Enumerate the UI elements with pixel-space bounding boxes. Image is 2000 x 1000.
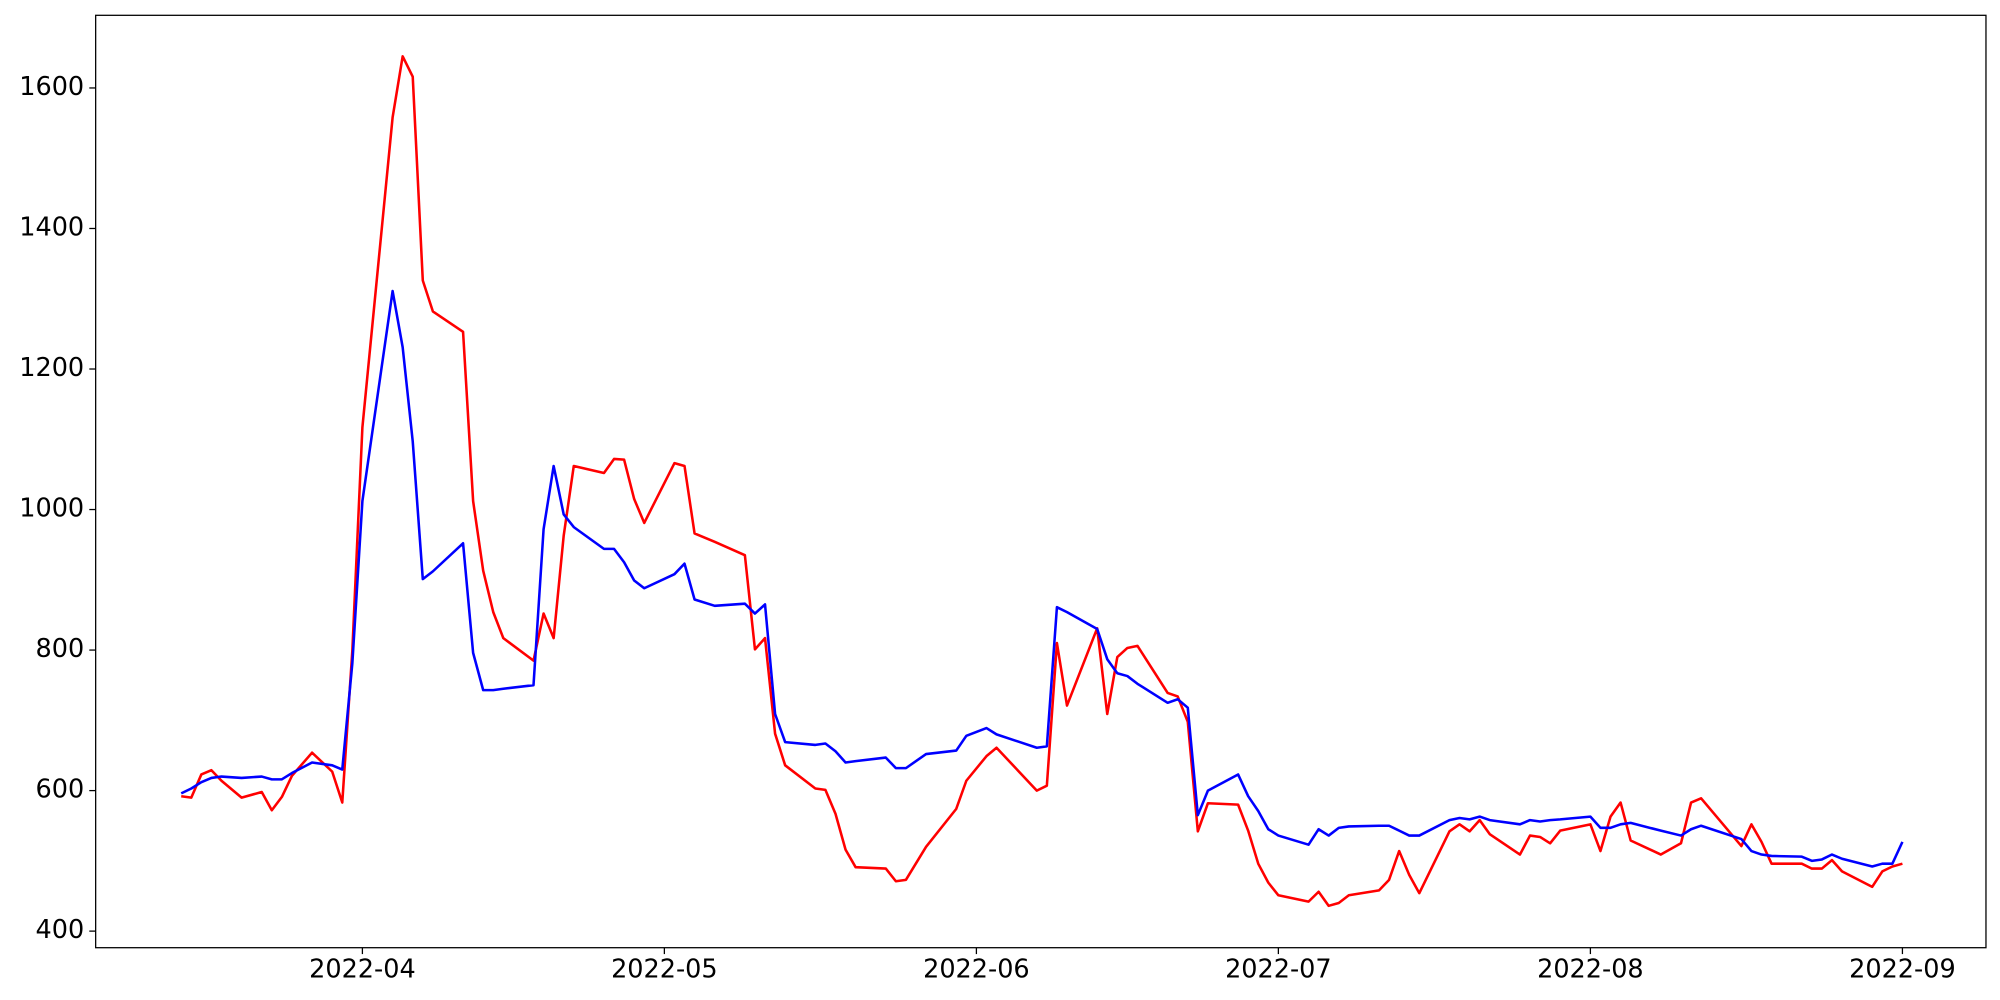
x-tick-label: 2022-04 bbox=[309, 955, 416, 985]
y-tick-label: 1600 bbox=[19, 72, 84, 102]
y-tick-label: 800 bbox=[36, 634, 85, 664]
x-tick-label: 2022-07 bbox=[1225, 955, 1332, 985]
y-tick-label: 600 bbox=[36, 775, 85, 805]
y-tick-label: 1200 bbox=[19, 353, 84, 383]
series-line bbox=[180, 289, 1904, 868]
series-line bbox=[181, 55, 1903, 908]
plot-frame bbox=[95, 14, 1987, 949]
x-tick-label: 2022-06 bbox=[923, 955, 1030, 985]
y-tick-label: 1000 bbox=[19, 494, 84, 524]
x-tick-label: 2022-05 bbox=[611, 955, 718, 985]
x-tick-label: 2022-09 bbox=[1849, 955, 1956, 985]
y-tick-label: 1400 bbox=[19, 212, 84, 242]
x-tick-label: 2022-08 bbox=[1537, 955, 1644, 985]
y-tick-label: 400 bbox=[36, 915, 85, 945]
